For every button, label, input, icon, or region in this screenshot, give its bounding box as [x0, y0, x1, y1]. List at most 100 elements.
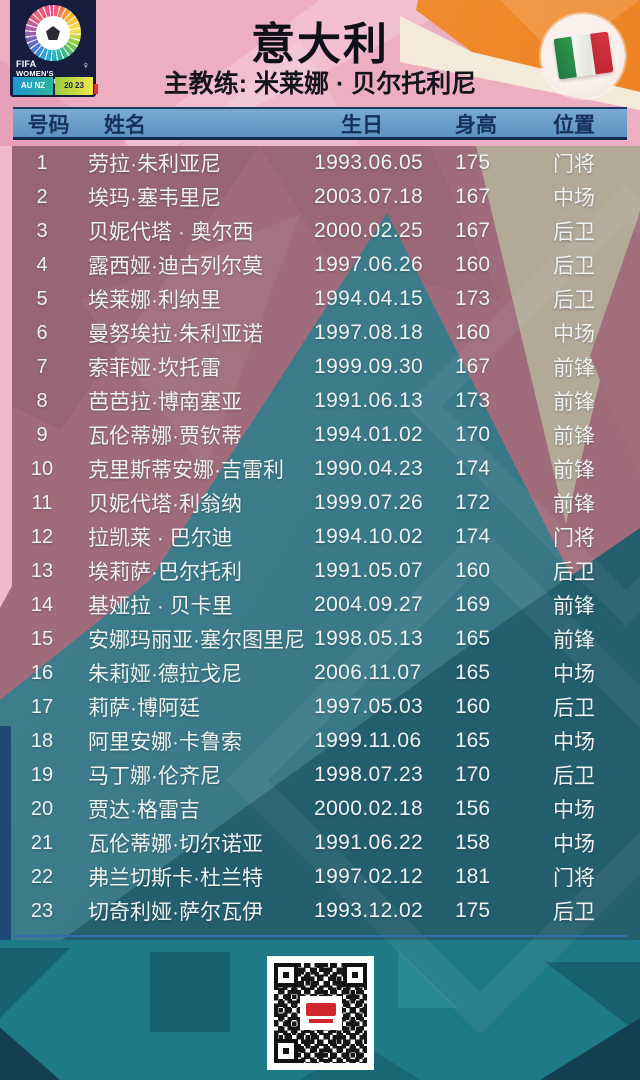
player-height: 160 [455, 559, 491, 582]
player-name: 马丁娜·伦齐尼 [88, 765, 221, 788]
player-name: 索菲娅·坎托雷 [88, 357, 221, 380]
player-position: 中场 [553, 799, 595, 822]
player-birthday: 1991.06.13 [314, 389, 424, 412]
table-row: 17 莉萨·博阿廷 1997.05.03 160 后卫 [0, 690, 640, 724]
player-number: 23 [30, 899, 54, 922]
player-number: 22 [30, 865, 54, 888]
player-name: 拉凯莱 · 巴尔迪 [88, 527, 233, 550]
table-row: 21 瓦伦蒂娜·切尔诺亚 1991.06.22 158 中场 [0, 826, 640, 860]
player-number: 10 [30, 457, 54, 480]
player-height: 181 [455, 865, 491, 888]
year-badge: 20 23 [55, 77, 93, 95]
col-header-number: 号码 [27, 114, 70, 137]
player-birthday: 1994.01.02 [314, 423, 424, 446]
table-row: 23 切奇利娅·萨尔瓦伊 1993.12.02 175 后卫 [0, 894, 640, 928]
player-number: 13 [30, 559, 54, 582]
player-birthday: 2003.07.18 [314, 185, 424, 208]
player-number: 2 [36, 185, 48, 208]
table-row: 11 贝妮代塔·利翁纳 1999.07.26 172 前锋 [0, 486, 640, 520]
player-height: 173 [455, 287, 491, 310]
table-row: 4 露西娅·迪古列尔莫 1997.06.26 160 后卫 [0, 248, 640, 282]
qr-center-logo [299, 996, 342, 1030]
player-position: 前锋 [553, 391, 595, 414]
player-height: 165 [455, 661, 491, 684]
player-number: 21 [30, 831, 54, 854]
table-row: 1 劳拉·朱利亚尼 1993.06.05 175 门将 [0, 146, 640, 180]
player-position: 后卫 [553, 697, 595, 720]
table-row: 10 克里斯蒂安娜·吉雷利 1990.04.23 174 前锋 [0, 452, 640, 486]
player-number: 18 [30, 729, 54, 752]
player-name: 曼努埃拉·朱利亚诺 [88, 323, 263, 346]
col-header-birthday: 生日 [341, 114, 383, 137]
player-height: 160 [455, 253, 491, 276]
player-birthday: 1997.05.03 [314, 695, 424, 718]
player-height: 175 [455, 151, 491, 174]
table-row: 2 埃玛·塞韦里尼 2003.07.18 167 中场 [0, 180, 640, 214]
table-row: 20 贾达·格雷吉 2000.02.18 156 中场 [0, 792, 640, 826]
qr-finder-icon [274, 1039, 298, 1063]
player-name: 劳拉·朱利亚尼 [88, 153, 221, 176]
player-position: 后卫 [553, 221, 595, 244]
player-position: 前锋 [553, 425, 595, 448]
bg-blue-strip [0, 726, 11, 940]
player-height: 173 [455, 389, 491, 412]
player-number: 15 [30, 627, 54, 650]
player-position: 门将 [553, 867, 595, 890]
player-birthday: 1998.07.23 [314, 763, 424, 786]
bg-pink-strip [0, 146, 12, 608]
player-position: 后卫 [553, 289, 595, 312]
bg-shape [150, 952, 230, 1032]
female-symbol-icon: ♀ [81, 60, 90, 72]
divider-line [13, 137, 627, 140]
player-number: 16 [30, 661, 54, 684]
player-birthday: 1999.11.06 [314, 729, 422, 752]
player-name: 基娅拉 · 贝卡里 [88, 595, 233, 618]
table-row: 16 朱莉娅·德拉戈尼 2006.11.07 165 中场 [0, 656, 640, 690]
player-number: 3 [36, 219, 48, 242]
player-name: 瓦伦蒂娜·贾钦蒂 [88, 425, 242, 448]
player-height: 174 [455, 525, 491, 548]
player-name: 切奇利娅·萨尔瓦伊 [88, 901, 263, 924]
player-name: 芭芭拉·博南塞亚 [88, 391, 242, 414]
player-height: 170 [455, 423, 491, 446]
player-number: 19 [30, 763, 54, 786]
player-name: 朱莉娅·德拉戈尼 [88, 663, 242, 686]
player-height: 169 [455, 593, 491, 616]
player-number: 1 [36, 151, 48, 174]
player-name: 莉萨·博阿廷 [88, 697, 200, 720]
player-birthday: 1991.06.22 [314, 831, 424, 854]
player-birthday: 1997.08.18 [314, 321, 424, 344]
player-name: 贝妮代塔 · 奥尔西 [88, 221, 254, 244]
player-height: 158 [455, 831, 491, 854]
table-row: 8 芭芭拉·博南塞亚 1991.06.13 173 前锋 [0, 384, 640, 418]
player-name: 安娜玛丽亚·塞尔图里尼 [88, 629, 305, 652]
player-name: 瓦伦蒂娜·切尔诺亚 [88, 833, 263, 856]
player-name: 贝妮代塔·利翁纳 [88, 493, 242, 516]
player-name: 埃莉萨·巴尔托利 [88, 561, 242, 584]
player-birthday: 2000.02.25 [314, 219, 424, 242]
player-position: 前锋 [553, 629, 595, 652]
player-name: 阿里安娜·卡鲁索 [88, 731, 242, 754]
player-birthday: 1994.04.15 [314, 287, 424, 310]
player-birthday: 2006.11.07 [314, 661, 422, 684]
page-title: 意大利 [251, 20, 389, 69]
logo-red-notch [94, 84, 98, 94]
player-birthday: 2004.09.27 [314, 593, 424, 616]
player-birthday: 1994.10.02 [314, 525, 424, 548]
player-birthday: 1991.05.07 [314, 559, 424, 582]
player-number: 4 [36, 253, 48, 276]
table-row: 22 弗兰切斯卡·杜兰特 1997.02.12 181 门将 [0, 860, 640, 894]
qr-code [267, 956, 374, 1070]
player-birthday: 1998.05.13 [314, 627, 424, 650]
player-height: 167 [455, 219, 491, 242]
player-table: 1 劳拉·朱利亚尼 1993.06.05 175 门将 2 埃玛·塞韦里尼 20… [0, 146, 640, 928]
player-name: 克里斯蒂安娜·吉雷利 [88, 459, 284, 482]
aunz-badge: AU NZ [13, 77, 53, 95]
player-position: 前锋 [553, 459, 595, 482]
table-row: 19 马丁娜·伦齐尼 1998.07.23 170 后卫 [0, 758, 640, 792]
player-number: 17 [30, 695, 54, 718]
player-number: 7 [36, 355, 48, 378]
col-header-name: 姓名 [104, 114, 146, 137]
flag-shade [553, 31, 614, 80]
